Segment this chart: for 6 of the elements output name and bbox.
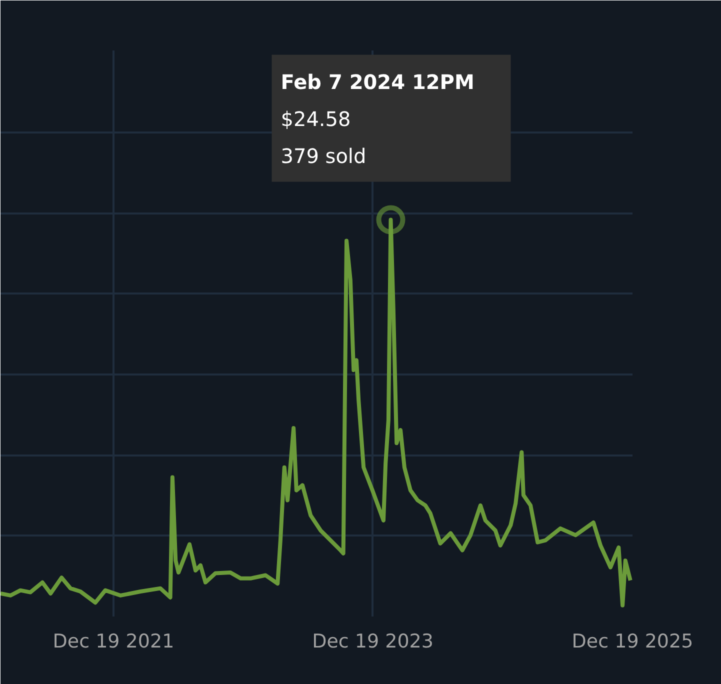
- x-tick-label: Dec 19 2021: [52, 630, 174, 652]
- annotation: 379 sold: [280, 144, 366, 168]
- x-tick-label: Dec 19 2025: [572, 630, 694, 652]
- text: $24.58: [280, 106, 351, 131]
- text: Feb 7 2024 12PM: [280, 70, 474, 94]
- x-tick-label: Dec 19 2023: [312, 630, 434, 652]
